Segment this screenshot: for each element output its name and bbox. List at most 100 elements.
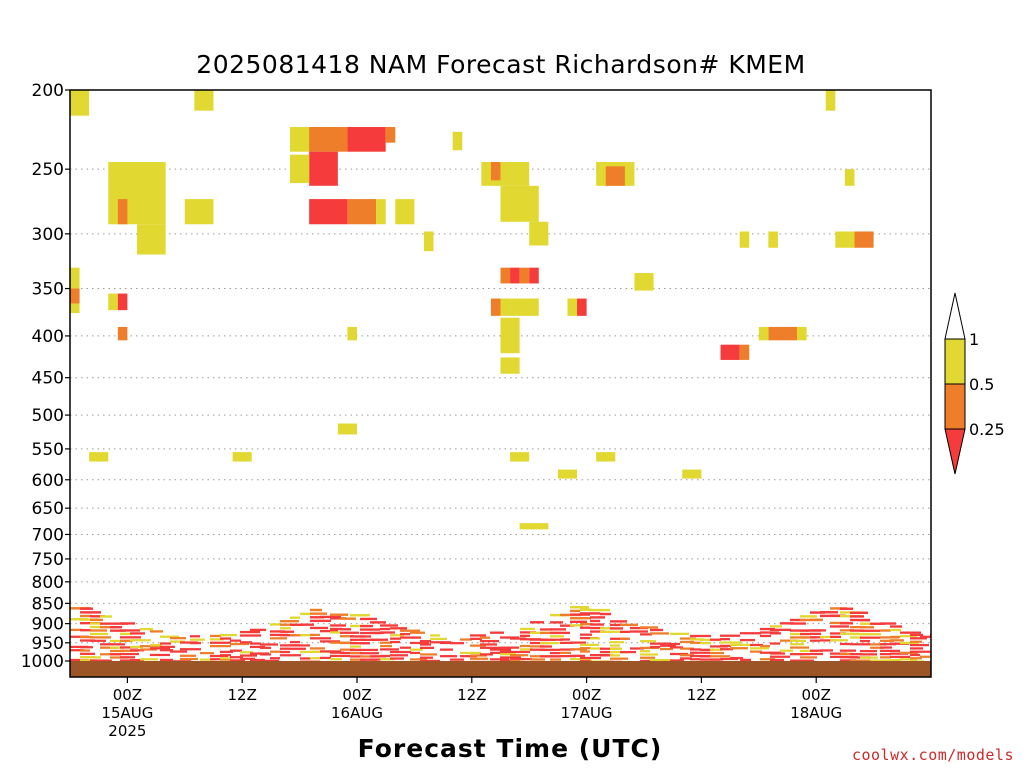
bl-cell-low [610, 623, 624, 627]
y-tick-label: 750 [32, 550, 64, 570]
bl-cell-mid [870, 643, 886, 646]
bl-cell-low [810, 629, 826, 632]
bl-cell-high [590, 647, 603, 650]
bl-cell-low [110, 653, 121, 656]
bl-cell-low [290, 623, 303, 626]
bl-cell-high [160, 635, 179, 638]
ri-cell-low [577, 298, 587, 316]
bl-cell-mid [790, 646, 809, 649]
bl-cell-mid [270, 637, 287, 640]
bl-cell-high [90, 632, 108, 636]
bl-cell-low [400, 633, 410, 636]
bl-cell-high [310, 657, 321, 660]
bl-cell-mid [210, 634, 221, 638]
bl-cell-low [870, 622, 885, 625]
bl-cell-low [110, 622, 128, 625]
bl-cell-high [790, 639, 806, 642]
bl-cell-low [590, 630, 605, 633]
bl-cell-mid [340, 617, 356, 620]
bl-cell-low [290, 644, 310, 647]
ri-cell-mid [117, 326, 128, 341]
bl-cell-low [330, 617, 346, 620]
bl-cell-low [480, 643, 497, 646]
x-tick-label: 12Z [457, 686, 486, 704]
ri-cell-high [835, 231, 855, 248]
ri-cell-high [825, 90, 836, 111]
bl-cell-mid [550, 658, 561, 661]
bl-cell-low [710, 645, 728, 648]
ri-cell-low [347, 127, 386, 152]
bl-cell-low [370, 655, 386, 658]
bl-cell-mid [270, 650, 281, 653]
bl-cell-low [310, 637, 331, 640]
bl-cell-low [710, 638, 721, 641]
bl-cell-low [280, 634, 295, 637]
bl-cell-high [770, 625, 782, 628]
bl-cell-low [580, 612, 600, 615]
bl-cell-mid [760, 658, 775, 661]
bl-cell-high [80, 655, 95, 659]
bl-cell-low [890, 625, 902, 628]
bl-cell-low [380, 624, 398, 627]
bl-cell-low [390, 637, 401, 640]
bl-cell-low [570, 654, 585, 657]
ri-cell-high [500, 317, 520, 354]
bl-cell-low [510, 637, 526, 640]
bl-cell-low [790, 622, 806, 625]
bl-cell-low [90, 615, 105, 618]
bl-cell-high [880, 659, 896, 662]
bl-cell-low [690, 648, 701, 651]
bl-cell-low [810, 636, 824, 639]
bl-cell-high [460, 651, 481, 655]
bl-cell-high [80, 659, 97, 662]
bl-cell-low [550, 655, 561, 658]
bl-cell-mid [710, 655, 730, 658]
ri-cell-mid [70, 288, 80, 304]
bl-cell-low [540, 645, 552, 648]
bl-cell-mid [140, 648, 157, 651]
bl-cell-low [330, 627, 342, 631]
bl-cell-low [580, 633, 592, 636]
bl-cell-low [560, 624, 574, 627]
bl-cell-low [830, 614, 846, 617]
bl-cell-low [130, 658, 144, 662]
bl-cell-mid [520, 644, 530, 648]
bl-cell-low [270, 630, 285, 633]
bl-cell-low [670, 659, 684, 662]
bl-cell-low [640, 659, 653, 663]
bl-cell-low [680, 657, 692, 660]
ri-cell-high [423, 231, 434, 252]
y-tick-label: 350 [32, 280, 64, 300]
bl-cell-low [440, 655, 457, 658]
y-tick-label: 550 [32, 440, 64, 460]
bl-cell-low [390, 650, 411, 654]
bl-cell-low [290, 640, 300, 644]
bl-cell-high [840, 632, 859, 635]
bl-cell-low [880, 643, 896, 646]
bl-cell-mid [870, 646, 884, 649]
bl-cell-low [640, 633, 652, 636]
bl-cell-high [610, 644, 620, 647]
legend-swatch-high [944, 338, 966, 385]
bl-cell-high [780, 649, 793, 652]
bl-cell-low [480, 646, 500, 649]
bl-cell-low [240, 657, 255, 660]
bl-cell-mid [840, 652, 854, 656]
bl-cell-mid [70, 628, 82, 632]
bl-cell-mid [290, 634, 302, 637]
bl-cell-low [560, 655, 576, 658]
bl-cell-mid [100, 646, 118, 649]
bl-cell-mid [910, 657, 922, 660]
bl-cell-low [650, 645, 660, 649]
bl-cell-mid [890, 639, 904, 642]
x-tick-label: 18AUG [790, 704, 842, 722]
bl-cell-low [770, 628, 791, 632]
bl-cell-low [490, 651, 511, 655]
bl-cell-low [670, 652, 688, 656]
bl-cell-low [880, 622, 896, 625]
y-tick-label: 650 [32, 499, 64, 519]
ri-cell-high [758, 326, 769, 341]
bl-cell-low [820, 611, 838, 614]
bl-cell-low [810, 611, 825, 614]
bl-cell-low [530, 648, 545, 651]
